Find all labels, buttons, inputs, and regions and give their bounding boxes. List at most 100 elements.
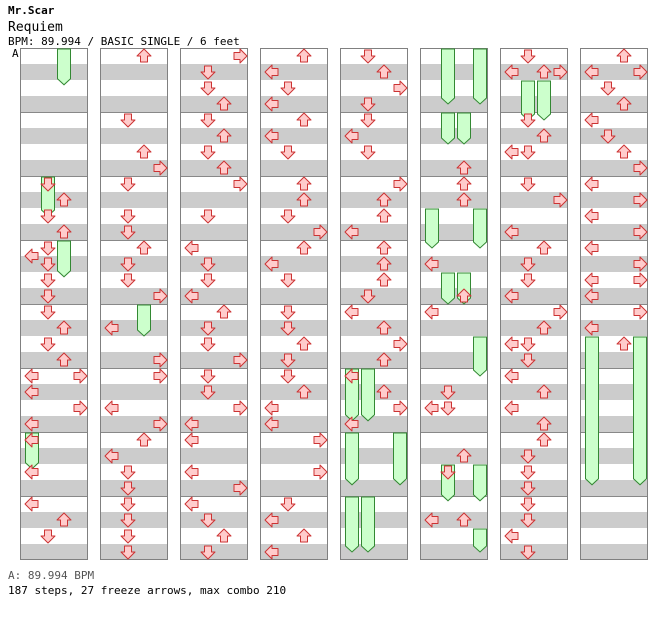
left-arrow-icon bbox=[24, 416, 39, 432]
right-arrow-icon bbox=[553, 304, 568, 320]
beat-stripe bbox=[420, 544, 488, 560]
left-arrow-icon bbox=[24, 368, 39, 384]
right-arrow-icon bbox=[73, 368, 88, 384]
right-arrow-icon bbox=[233, 352, 248, 368]
left-arrow-icon bbox=[104, 400, 119, 416]
left-arrow-icon bbox=[584, 320, 599, 336]
up-arrow-icon bbox=[536, 64, 552, 79]
beat-stripe bbox=[260, 224, 328, 240]
down-arrow-icon bbox=[40, 257, 56, 272]
beat-stripe bbox=[20, 96, 88, 112]
freeze-arrow bbox=[57, 240, 71, 278]
up-arrow-icon bbox=[296, 192, 312, 207]
left-arrow-icon bbox=[504, 144, 519, 160]
left-arrow-icon bbox=[344, 224, 359, 240]
chart-info: BPM: 89.994 / BASIC SINGLE / 6 feet bbox=[8, 35, 240, 48]
down-arrow-icon bbox=[520, 513, 536, 528]
left-arrow-icon bbox=[424, 256, 439, 272]
beat-stripe bbox=[180, 448, 248, 464]
freeze-arrow bbox=[633, 336, 647, 486]
down-arrow-icon bbox=[200, 145, 216, 160]
beat-stripe bbox=[260, 448, 328, 464]
beat-stripe bbox=[420, 96, 488, 112]
up-arrow-icon bbox=[616, 144, 632, 159]
up-arrow-icon bbox=[616, 336, 632, 351]
beat-stripe bbox=[180, 192, 248, 208]
up-arrow-icon bbox=[456, 448, 472, 463]
left-arrow-icon bbox=[264, 544, 279, 560]
chart-column bbox=[180, 48, 248, 560]
down-arrow-icon bbox=[120, 113, 136, 128]
up-arrow-icon bbox=[216, 528, 232, 543]
up-arrow-icon bbox=[56, 512, 72, 527]
down-arrow-icon bbox=[200, 113, 216, 128]
down-arrow-icon bbox=[280, 273, 296, 288]
up-arrow-icon bbox=[136, 144, 152, 159]
up-arrow-icon bbox=[456, 512, 472, 527]
left-arrow-icon bbox=[24, 248, 39, 264]
freeze-arrow bbox=[361, 368, 375, 422]
up-arrow-icon bbox=[376, 352, 392, 367]
beat-stripe bbox=[20, 544, 88, 560]
left-arrow-icon bbox=[504, 64, 519, 80]
down-arrow-icon bbox=[200, 81, 216, 96]
up-arrow-icon bbox=[536, 416, 552, 431]
beat-stripe bbox=[20, 64, 88, 80]
left-arrow-icon bbox=[264, 96, 279, 112]
down-arrow-icon bbox=[120, 177, 136, 192]
up-arrow-icon bbox=[456, 160, 472, 175]
up-arrow-icon bbox=[296, 336, 312, 351]
left-arrow-icon bbox=[184, 496, 199, 512]
freeze-arrow bbox=[457, 112, 471, 145]
beat-stripe bbox=[500, 192, 568, 208]
left-arrow-icon bbox=[264, 400, 279, 416]
beat-stripe bbox=[100, 160, 168, 176]
beat-stripe bbox=[340, 256, 408, 272]
right-arrow-icon bbox=[393, 400, 408, 416]
right-arrow-icon bbox=[153, 288, 168, 304]
chart-column bbox=[20, 48, 88, 560]
beat-stripe bbox=[420, 448, 488, 464]
left-arrow-icon bbox=[184, 464, 199, 480]
down-arrow-icon bbox=[120, 257, 136, 272]
up-arrow-icon bbox=[296, 528, 312, 543]
beat-stripe bbox=[20, 128, 88, 144]
beat-stripe bbox=[580, 480, 648, 496]
left-arrow-icon bbox=[184, 288, 199, 304]
beat-stripe bbox=[420, 320, 488, 336]
down-arrow-icon bbox=[600, 81, 616, 96]
beat-stripe bbox=[180, 480, 248, 496]
right-arrow-icon bbox=[153, 416, 168, 432]
beat-stripe bbox=[20, 320, 88, 336]
down-arrow-icon bbox=[120, 273, 136, 288]
down-arrow-icon bbox=[120, 481, 136, 496]
right-arrow-icon bbox=[393, 80, 408, 96]
beat-stripe bbox=[340, 352, 408, 368]
beat-stripe bbox=[340, 192, 408, 208]
up-arrow-icon bbox=[536, 240, 552, 255]
right-arrow-icon bbox=[553, 192, 568, 208]
right-arrow-icon bbox=[313, 224, 328, 240]
down-arrow-icon bbox=[40, 241, 56, 256]
up-arrow-icon bbox=[216, 160, 232, 175]
right-arrow-icon bbox=[393, 176, 408, 192]
down-arrow-icon bbox=[200, 209, 216, 224]
beat-stripe bbox=[500, 416, 568, 432]
beat-stripe bbox=[340, 64, 408, 80]
freeze-arrow bbox=[361, 496, 375, 553]
beat-stripe bbox=[420, 416, 488, 432]
freeze-arrow bbox=[537, 80, 551, 121]
down-arrow-icon bbox=[200, 257, 216, 272]
beat-stripe bbox=[340, 320, 408, 336]
right-arrow-icon bbox=[233, 48, 248, 64]
beat-stripe bbox=[260, 160, 328, 176]
chart-column bbox=[580, 48, 648, 560]
freeze-arrow bbox=[345, 368, 359, 422]
right-arrow-icon bbox=[633, 256, 648, 272]
down-arrow-icon bbox=[520, 465, 536, 480]
right-arrow-icon bbox=[233, 480, 248, 496]
down-arrow-icon bbox=[40, 289, 56, 304]
left-arrow-icon bbox=[24, 496, 39, 512]
left-arrow-icon bbox=[184, 432, 199, 448]
beat-stripe bbox=[100, 128, 168, 144]
